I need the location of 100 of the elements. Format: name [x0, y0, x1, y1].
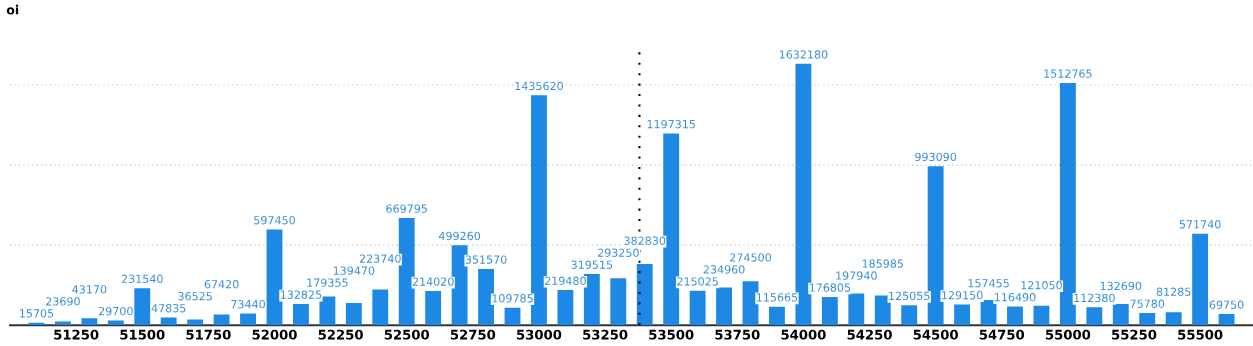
data-label: 1512765: [1044, 69, 1092, 78]
data-label: 179355: [307, 278, 348, 287]
data-label: 597450: [254, 216, 295, 225]
x-tick-label: 53500: [649, 329, 694, 340]
data-label: 219480: [545, 276, 586, 285]
data-label: 1632180: [779, 50, 828, 59]
data-label: 125055: [889, 291, 930, 301]
data-label: 571740: [1179, 220, 1221, 229]
bar: [1218, 314, 1235, 326]
x-tick-label: 54500: [913, 329, 958, 340]
x-tick-label: 55250: [1112, 329, 1157, 340]
x-tick-label: 53750: [715, 329, 760, 340]
bar: [531, 95, 547, 326]
bar: [293, 303, 309, 326]
bar: [187, 319, 204, 326]
data-label: 293250: [597, 248, 639, 257]
data-label: 47835: [151, 304, 186, 313]
bar: [1007, 306, 1023, 326]
data-label: 69750: [1209, 300, 1244, 309]
x-tick-label: 52750: [450, 329, 496, 340]
x-tick-label: 53250: [583, 329, 628, 340]
bar: [425, 290, 442, 326]
data-label: 176805: [809, 283, 851, 292]
data-label: 499260: [438, 231, 481, 241]
data-label: 382830: [624, 236, 666, 245]
x-tick-label: 53000: [517, 329, 562, 340]
data-label: 81285: [1156, 287, 1191, 296]
bar: [742, 281, 759, 326]
bar: [107, 320, 124, 326]
data-label: 75780: [1130, 299, 1165, 308]
bar: [81, 318, 98, 326]
data-label: 215025: [677, 277, 718, 286]
bar: [610, 278, 627, 326]
bar: [213, 314, 230, 326]
data-label: 197940: [836, 271, 877, 280]
x-tick-label: 54000: [781, 329, 826, 340]
data-label: 157455: [968, 279, 1009, 288]
x-tick-label: 51250: [54, 329, 99, 340]
bar: [1192, 233, 1209, 326]
bar: [848, 293, 865, 326]
bar: [504, 307, 521, 326]
data-label: 115665: [756, 293, 798, 302]
data-label: 319515: [571, 260, 613, 269]
bar: [1033, 305, 1050, 326]
x-tick-label: 52250: [318, 329, 363, 340]
data-label: 29700: [98, 306, 133, 316]
x-tick-label: 54750: [979, 329, 1025, 340]
bar: [372, 289, 389, 326]
x-tick-label: 51750: [186, 329, 231, 340]
bar: [689, 290, 706, 326]
bar: [821, 296, 838, 326]
data-label: 132690: [1100, 281, 1142, 291]
bar: [636, 263, 653, 326]
bar: [1139, 313, 1156, 326]
bar: [345, 302, 362, 326]
bar: [954, 304, 971, 326]
data-label: 109785: [492, 294, 533, 303]
data-label: 274500: [730, 253, 771, 262]
bar: [478, 268, 494, 326]
x-tick-label: 55500: [1178, 329, 1223, 340]
bar: [795, 63, 812, 326]
data-label: 43170: [72, 285, 107, 294]
x-tick-label: 54250: [847, 329, 892, 340]
data-label: 15705: [20, 309, 54, 318]
x-tick-label: 52500: [384, 329, 430, 340]
data-label: 1197315: [647, 119, 695, 129]
bar: [557, 290, 574, 326]
data-label: 116490: [995, 293, 1036, 302]
data-label: 214020: [412, 277, 454, 286]
bar: [1086, 307, 1103, 326]
data-label: 669795: [386, 204, 427, 213]
bar: [134, 288, 151, 326]
data-label: 351570: [465, 255, 507, 264]
bar: [240, 313, 256, 326]
x-tick-label: 51500: [120, 329, 165, 340]
bar: [716, 287, 733, 326]
data-label: 139470: [333, 266, 375, 275]
bar: [901, 305, 918, 326]
bar: [266, 229, 283, 326]
data-label: 73440: [231, 299, 265, 309]
x-tick-label: 55000: [1045, 329, 1091, 340]
bar: [874, 295, 891, 326]
data-label: 185985: [862, 259, 903, 268]
bar: [160, 317, 177, 326]
bar: [769, 306, 785, 326]
data-label: 223740: [359, 254, 401, 263]
data-label: 132825: [280, 290, 322, 299]
data-label: 129150: [942, 291, 983, 300]
data-label: 67420: [204, 280, 239, 289]
data-label: 993090: [915, 152, 957, 162]
bar: [54, 321, 71, 326]
data-label: 234960: [703, 265, 745, 274]
data-label: 121050: [1021, 281, 1062, 290]
data-label: 112380: [1074, 293, 1115, 303]
data-label: 23690: [46, 297, 80, 306]
bar: [319, 296, 336, 326]
bar: [1165, 312, 1182, 326]
data-label: 231540: [121, 274, 163, 284]
data-label: 36525: [178, 292, 212, 301]
x-tick-label: 52000: [252, 329, 297, 340]
